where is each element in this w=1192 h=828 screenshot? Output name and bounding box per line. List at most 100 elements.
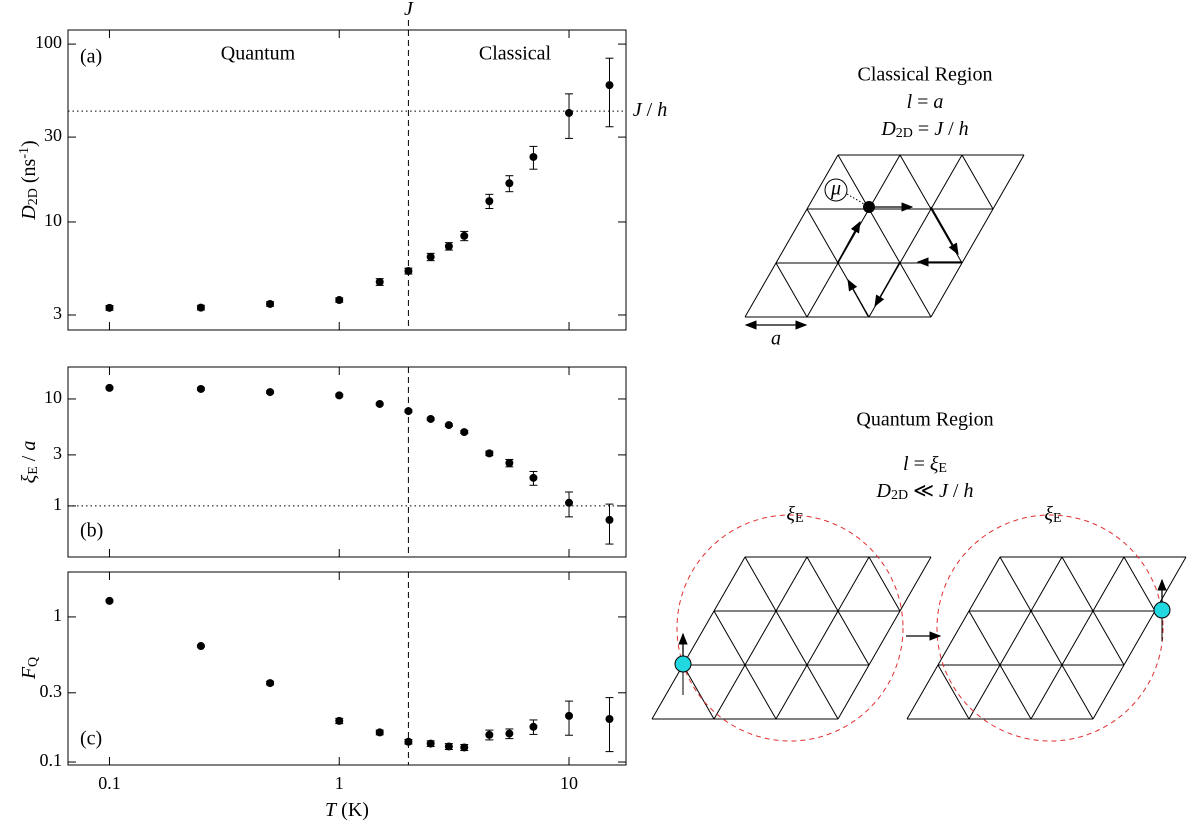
text-part: a (18, 441, 40, 451)
lattice-edge (868, 208, 901, 264)
annotation: Classical (479, 43, 552, 65)
data-point (196, 642, 205, 651)
lattice-edge (968, 664, 1001, 720)
data-point (335, 391, 344, 400)
data-point (105, 303, 114, 312)
data-point (375, 277, 384, 286)
lattice-edge (744, 262, 777, 318)
lattice-edge (961, 208, 994, 264)
lattice-edge (713, 610, 746, 666)
text-part: l (907, 91, 913, 113)
lattice-edge (968, 610, 1001, 666)
equation: l = ξE (903, 453, 947, 477)
text-part: D (18, 205, 40, 221)
lattice-edge (1123, 556, 1156, 612)
y-tick-label: 10 (44, 387, 62, 407)
data-point (444, 421, 453, 430)
data-point (426, 739, 435, 748)
data-point (485, 730, 494, 739)
equation: l = a (907, 91, 944, 113)
data-point (196, 303, 205, 312)
y-axis-label: D2D (ns-1) (17, 140, 42, 220)
lattice-edge (930, 262, 963, 318)
mu-label: μ (830, 178, 841, 200)
x-tick-label: 10 (560, 773, 578, 793)
data-point (460, 743, 469, 752)
text-part: = (913, 118, 934, 140)
lattice-edge (999, 610, 1032, 666)
text-part: D (880, 118, 896, 140)
lattice-edge (682, 664, 715, 720)
lattice-edge (837, 154, 870, 210)
y-tick-label: 3 (53, 303, 62, 323)
lattice-edge (899, 262, 932, 318)
data-point (444, 742, 453, 751)
text-part: / (943, 118, 959, 140)
panel-label: (c) (80, 728, 102, 750)
data-point (485, 197, 494, 206)
text-part: T (325, 799, 338, 821)
lattice-edge (1030, 610, 1063, 666)
lattice-edge (1061, 556, 1094, 612)
spin-site (1153, 601, 1171, 619)
correlation-circle (936, 514, 1164, 742)
text-part: ≪ (908, 480, 939, 502)
plot-frame (67, 571, 627, 766)
text-part: (ns (18, 158, 40, 188)
data-point (605, 515, 614, 524)
arrow (837, 220, 861, 263)
lattice-edge (1092, 556, 1125, 612)
text-part: (K) (336, 799, 369, 821)
data-point (266, 299, 275, 308)
lattice-edge (899, 556, 932, 612)
lattice-edge (682, 610, 715, 666)
y-axis-label: ξE / a (18, 441, 42, 484)
equation: D2D ≪ J / h (876, 480, 974, 504)
correlation-circle (676, 514, 904, 742)
equation: D2D = J / h (880, 118, 968, 142)
data-point (505, 729, 514, 738)
text-part: = (909, 453, 930, 475)
y-tick-label: 30 (44, 125, 62, 145)
data-point (460, 231, 469, 240)
reference-label: J (404, 0, 414, 20)
y-axis-label: FQ (18, 657, 42, 680)
lattice-edge (937, 664, 970, 720)
data-point (605, 81, 614, 90)
panel-label: (b) (80, 520, 103, 542)
text-part: E (1053, 511, 1062, 526)
data-point (105, 596, 114, 605)
arrow (874, 261, 901, 308)
text-part: E (938, 461, 947, 476)
lattice-edge (837, 610, 870, 666)
y-tick-label: 100 (35, 32, 62, 52)
data-point (404, 407, 413, 416)
lattice (744, 154, 1025, 318)
y-tick-label: 3 (53, 443, 62, 463)
lattice-edge (744, 610, 777, 666)
lattice-edge (968, 556, 1001, 612)
data-point (426, 252, 435, 261)
text-part: J (633, 99, 643, 121)
text-part: ξ (1044, 503, 1053, 525)
lattice-edge (744, 664, 777, 720)
circle-label: ξE (1044, 503, 1061, 527)
lattice-edge (837, 208, 870, 264)
text-part: J (404, 0, 414, 20)
lattice-edge (775, 610, 808, 666)
data-point (605, 714, 614, 723)
text-part: ξ (786, 503, 795, 525)
annotation: Quantum (221, 43, 296, 65)
text-part: 2D (891, 488, 908, 503)
data-point (444, 242, 453, 251)
data-point (529, 473, 538, 482)
lattice-edge (651, 664, 684, 720)
lattice-edge (806, 208, 839, 264)
lattice-edge (899, 154, 932, 210)
lattice-edge (806, 154, 839, 210)
lattice-edge (744, 556, 777, 612)
reference-label: J / h (633, 99, 667, 121)
text-part: E (26, 466, 41, 475)
lattice-edge (806, 262, 839, 318)
lattice-edge (1123, 610, 1156, 666)
